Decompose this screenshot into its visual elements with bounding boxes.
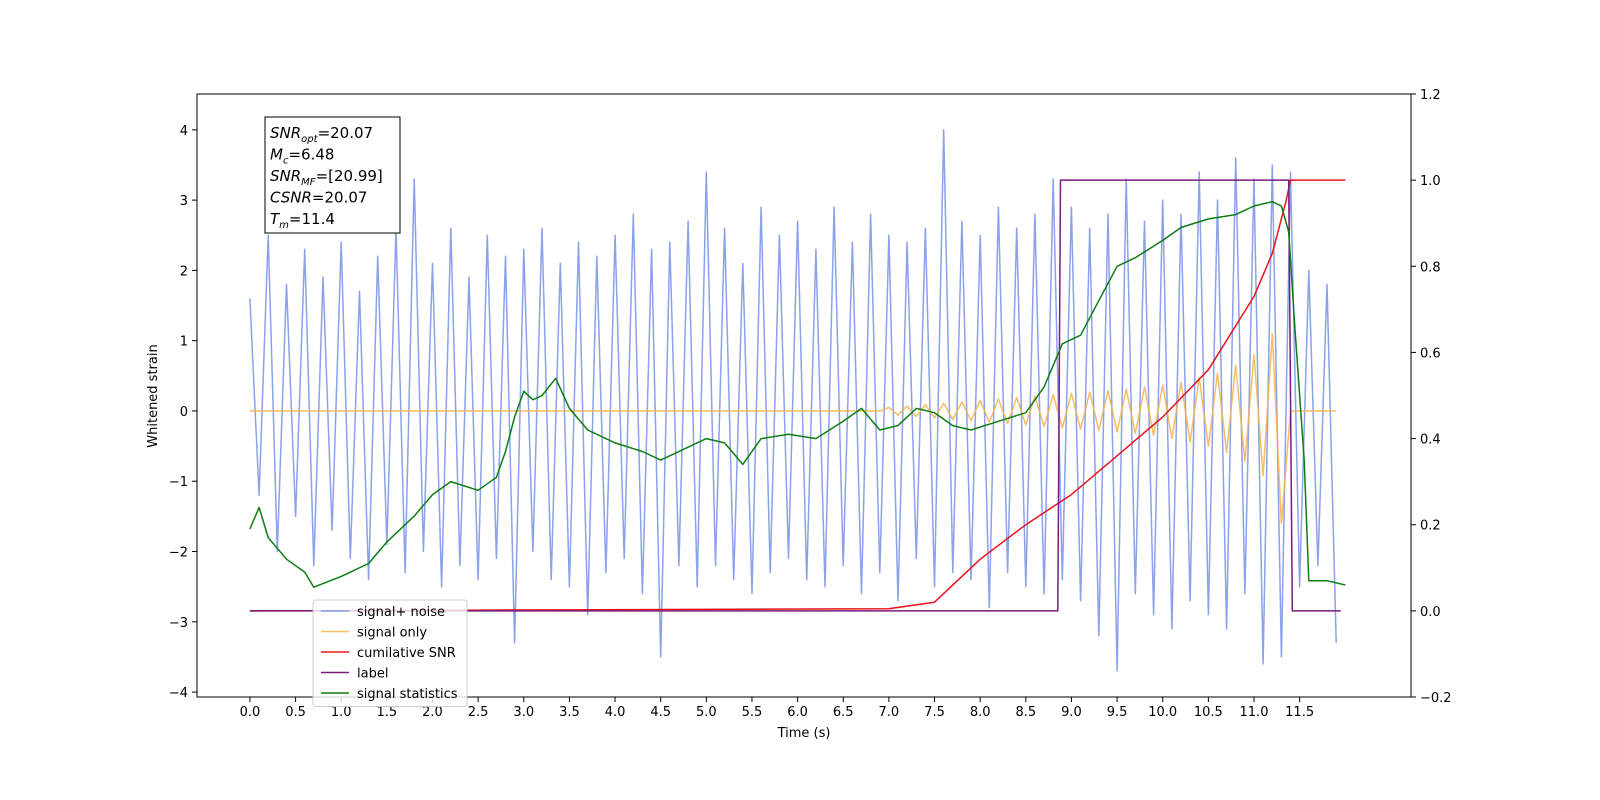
y-tick-label: 1: [180, 335, 188, 350]
x-tick-label: 3.5: [559, 705, 580, 720]
annotation-line: SNRopt=20.07: [270, 124, 373, 145]
legend: signal+ noise signal only cumilative SNR la…: [312, 599, 468, 707]
x-tick-label: 10.5: [1194, 705, 1223, 720]
annotation-line: Tm=11.4: [270, 210, 335, 231]
x-tick-label: 11.5: [1285, 705, 1314, 720]
y-tick-label: −1: [169, 475, 188, 490]
x-tick-label: 9.5: [1107, 705, 1128, 720]
annotation-subscript: MF: [301, 177, 316, 188]
annotation-subscript: opt: [301, 134, 318, 145]
annotation-value: =[20.99]: [316, 167, 383, 185]
annotation-subscript: c: [283, 156, 289, 167]
x-tick-label: 5.0: [696, 705, 717, 720]
plot-area: [249, 129, 1346, 672]
x-tick-label: 9.0: [1061, 705, 1082, 720]
y2-tick-label: 1.2: [1420, 88, 1441, 103]
annotation-line: SNRMF=[20.99]: [270, 167, 383, 188]
legend-label: label: [357, 667, 388, 682]
y-tick-label: −2: [169, 546, 188, 561]
x-tick-label: 4.5: [650, 705, 671, 720]
y-tick-label: 4: [180, 124, 188, 139]
y2-tick-label: 0.4: [1420, 433, 1441, 448]
x-tick-label: 1.0: [331, 705, 352, 720]
series-line: [249, 129, 1337, 672]
y-tick-label: 0: [180, 405, 188, 420]
annotation-symbol: T: [270, 210, 281, 228]
annotation-symbol: CSNR: [270, 189, 312, 207]
x-tick-label: 7.5: [924, 705, 945, 720]
x-tick-label: 2.5: [468, 705, 489, 720]
x-tick-label: 10.0: [1148, 705, 1177, 720]
annotation-value: =11.4: [289, 210, 335, 228]
x-tick-label: 8.0: [970, 705, 991, 720]
series-line: [249, 332, 1337, 525]
x-tick-label: 0.5: [285, 705, 306, 720]
x-axis-label: Time (s): [777, 726, 831, 741]
x-tick-label: 11.0: [1240, 705, 1269, 720]
y2-tick-label: 1.0: [1420, 174, 1441, 189]
x-tick-label: 3.0: [513, 705, 534, 720]
x-tick-label: 6.5: [833, 705, 854, 720]
legend-label: signal statistics: [357, 687, 458, 702]
x-tick-label: 2.0: [422, 705, 443, 720]
annotation-line: CSNR=20.07: [270, 189, 367, 207]
annotation-value: =20.07: [318, 124, 374, 142]
y2-tick-label: −0.2: [1420, 691, 1452, 706]
x-tick-label: 4.0: [605, 705, 626, 720]
y-tick-label: −4: [169, 686, 188, 701]
legend-label: signal only: [357, 626, 427, 641]
annotation-symbol: SNR: [270, 167, 301, 185]
annotation-line: Mc=6.48: [270, 146, 334, 167]
y-tick-label: 3: [180, 194, 188, 209]
y2-tick-label: 0.8: [1420, 260, 1441, 275]
annotation-value: =6.48: [288, 146, 334, 164]
x-tick-label: 1.5: [377, 705, 398, 720]
annotation-box: SNRopt=20.07Mc=6.48SNRMF=[20.99]CSNR=20.…: [264, 116, 401, 234]
annotation-frame: [264, 116, 401, 234]
x-tick-label: 6.0: [787, 705, 808, 720]
series-line: [249, 179, 1341, 612]
legend-frame: [312, 599, 468, 707]
x-tick-label: 5.5: [742, 705, 763, 720]
legend-label: signal+ noise: [357, 605, 445, 620]
x-tick-label: 8.5: [1015, 705, 1036, 720]
y-axis-label: Whitened strain: [146, 344, 161, 447]
series-line: [249, 200, 1346, 588]
annotation-subscript: m: [279, 220, 289, 231]
plot-frame: [196, 93, 1412, 698]
x-tick-label: 7.0: [879, 705, 900, 720]
legend-label: cumilative SNR: [357, 646, 456, 661]
annotation-symbol: SNR: [270, 124, 301, 142]
y-tick-label: 2: [180, 264, 188, 279]
y-tick-label: −3: [169, 616, 188, 631]
y2-tick-label: 0.2: [1420, 519, 1441, 534]
annotation-symbol: M: [270, 146, 283, 164]
annotation-value: =20.07: [312, 189, 368, 207]
series-line: [249, 179, 1346, 612]
y2-tick-label: 0.6: [1420, 346, 1441, 361]
y2-tick-label: 0.0: [1420, 605, 1441, 620]
x-tick-label: 0.0: [240, 705, 261, 720]
